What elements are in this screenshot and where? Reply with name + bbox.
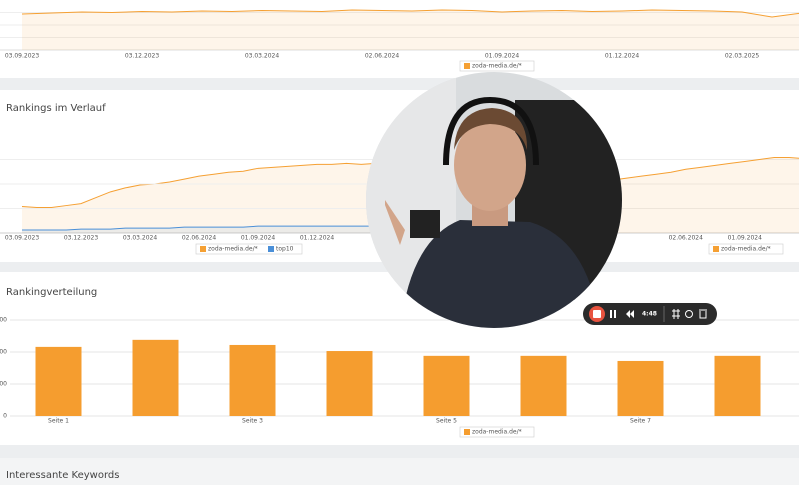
x-tick-label: 01.09.2024 xyxy=(485,53,520,60)
x-tick-label: 02.03.2025 xyxy=(725,53,760,60)
section-title: Rankings im Verlauf xyxy=(6,103,106,114)
legend-swatch xyxy=(464,429,470,435)
toolbar xyxy=(583,303,717,325)
legend-swatch xyxy=(464,63,470,69)
y-tick-label: 300 xyxy=(0,317,7,324)
headphones xyxy=(443,96,539,166)
legend-label: zoda-media.de/* xyxy=(472,63,522,70)
bar xyxy=(520,355,567,416)
legend-box xyxy=(459,60,535,72)
x-tick-label: 03.12.2023 xyxy=(125,53,160,60)
x-tick-label: 01.12.2024 xyxy=(605,53,640,60)
x-tick-label: 02.06.2024 xyxy=(669,235,704,242)
area xyxy=(22,226,376,233)
area xyxy=(22,10,799,50)
legend-label: top10 xyxy=(276,246,294,253)
shirt xyxy=(400,220,600,328)
legend-label: zoda-media.de/* xyxy=(472,429,522,436)
recorder-toolbar: 4:48 xyxy=(583,303,717,325)
legend-label: zoda-media.de/* xyxy=(721,246,771,253)
charts: 03.09.2023 03.12.2023 03.03.2024 02.06.2024… xyxy=(0,9,799,438)
lamp xyxy=(410,210,440,238)
line xyxy=(21,162,377,209)
y-tick-label: 200 xyxy=(0,349,7,356)
x-tick-label: Seite 1 xyxy=(48,418,69,425)
panel xyxy=(0,458,799,485)
x-tick-label: Seite 5 xyxy=(436,418,457,425)
legend-box xyxy=(708,243,784,255)
legend-swatch xyxy=(268,246,274,252)
grid-button[interactable] xyxy=(672,309,680,319)
x-tick-label: Seite 7 xyxy=(630,418,651,425)
area xyxy=(612,157,799,233)
x-tick-label: 02.06.2024 xyxy=(365,53,400,60)
x-tick-label: Seite 3 xyxy=(242,418,263,425)
x-tick-label: 03.12.2023 xyxy=(64,235,99,242)
section-title: Rankingverteilung xyxy=(6,287,97,298)
legend-swatch xyxy=(200,246,206,252)
section-title: Interessante Keywords xyxy=(6,470,119,481)
legend-swatch xyxy=(713,246,719,252)
hand xyxy=(385,200,405,245)
x-tick-label: 03.03.2024 xyxy=(123,235,158,242)
bar xyxy=(229,344,276,416)
pause-icon xyxy=(614,310,616,318)
x-tick-label: 03.09.2023 xyxy=(5,53,40,60)
bar xyxy=(714,355,761,416)
x-tick-label: 03.03.2024 xyxy=(245,53,280,60)
stop-icon xyxy=(593,310,601,318)
bar xyxy=(423,355,470,416)
legend-label: zoda-media.de/* xyxy=(208,246,258,253)
bar xyxy=(617,360,664,416)
line xyxy=(21,9,799,18)
legend-box xyxy=(195,243,303,255)
panel xyxy=(0,272,799,445)
restart-button[interactable] xyxy=(685,310,693,318)
y-tick-label: 100 xyxy=(0,381,7,388)
line xyxy=(22,225,376,231)
area xyxy=(22,163,376,233)
x-tick-label: 01.09.2024 xyxy=(241,235,276,242)
pause-button[interactable] xyxy=(610,310,612,318)
x-tick-label: 03.09.2023 xyxy=(5,235,40,242)
recording-time: 4:48 xyxy=(642,311,657,318)
x-tick-label: 01.09.2024 xyxy=(728,235,763,242)
face xyxy=(454,119,526,211)
delete-button[interactable] xyxy=(699,309,707,319)
rewind-button[interactable] xyxy=(626,310,634,318)
x-tick-label: 02.06.2024 xyxy=(182,235,217,242)
x-tick-label: 01.12.2024 xyxy=(300,235,335,242)
bar xyxy=(326,351,373,416)
hair xyxy=(454,108,528,150)
legend-box xyxy=(459,426,535,438)
bar xyxy=(132,339,179,416)
bar xyxy=(35,346,82,416)
line xyxy=(611,157,799,181)
y-tick-label: 0 xyxy=(3,413,7,420)
